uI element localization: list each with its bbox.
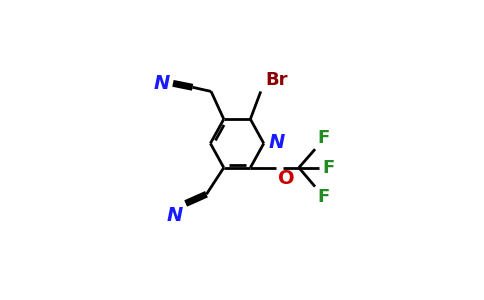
Text: N: N — [166, 206, 183, 225]
Text: N: N — [154, 74, 170, 93]
Text: O: O — [278, 169, 294, 188]
Text: N: N — [269, 133, 285, 152]
Text: F: F — [322, 159, 334, 177]
Text: F: F — [317, 188, 329, 206]
Text: F: F — [317, 129, 329, 147]
Text: Br: Br — [265, 71, 287, 89]
